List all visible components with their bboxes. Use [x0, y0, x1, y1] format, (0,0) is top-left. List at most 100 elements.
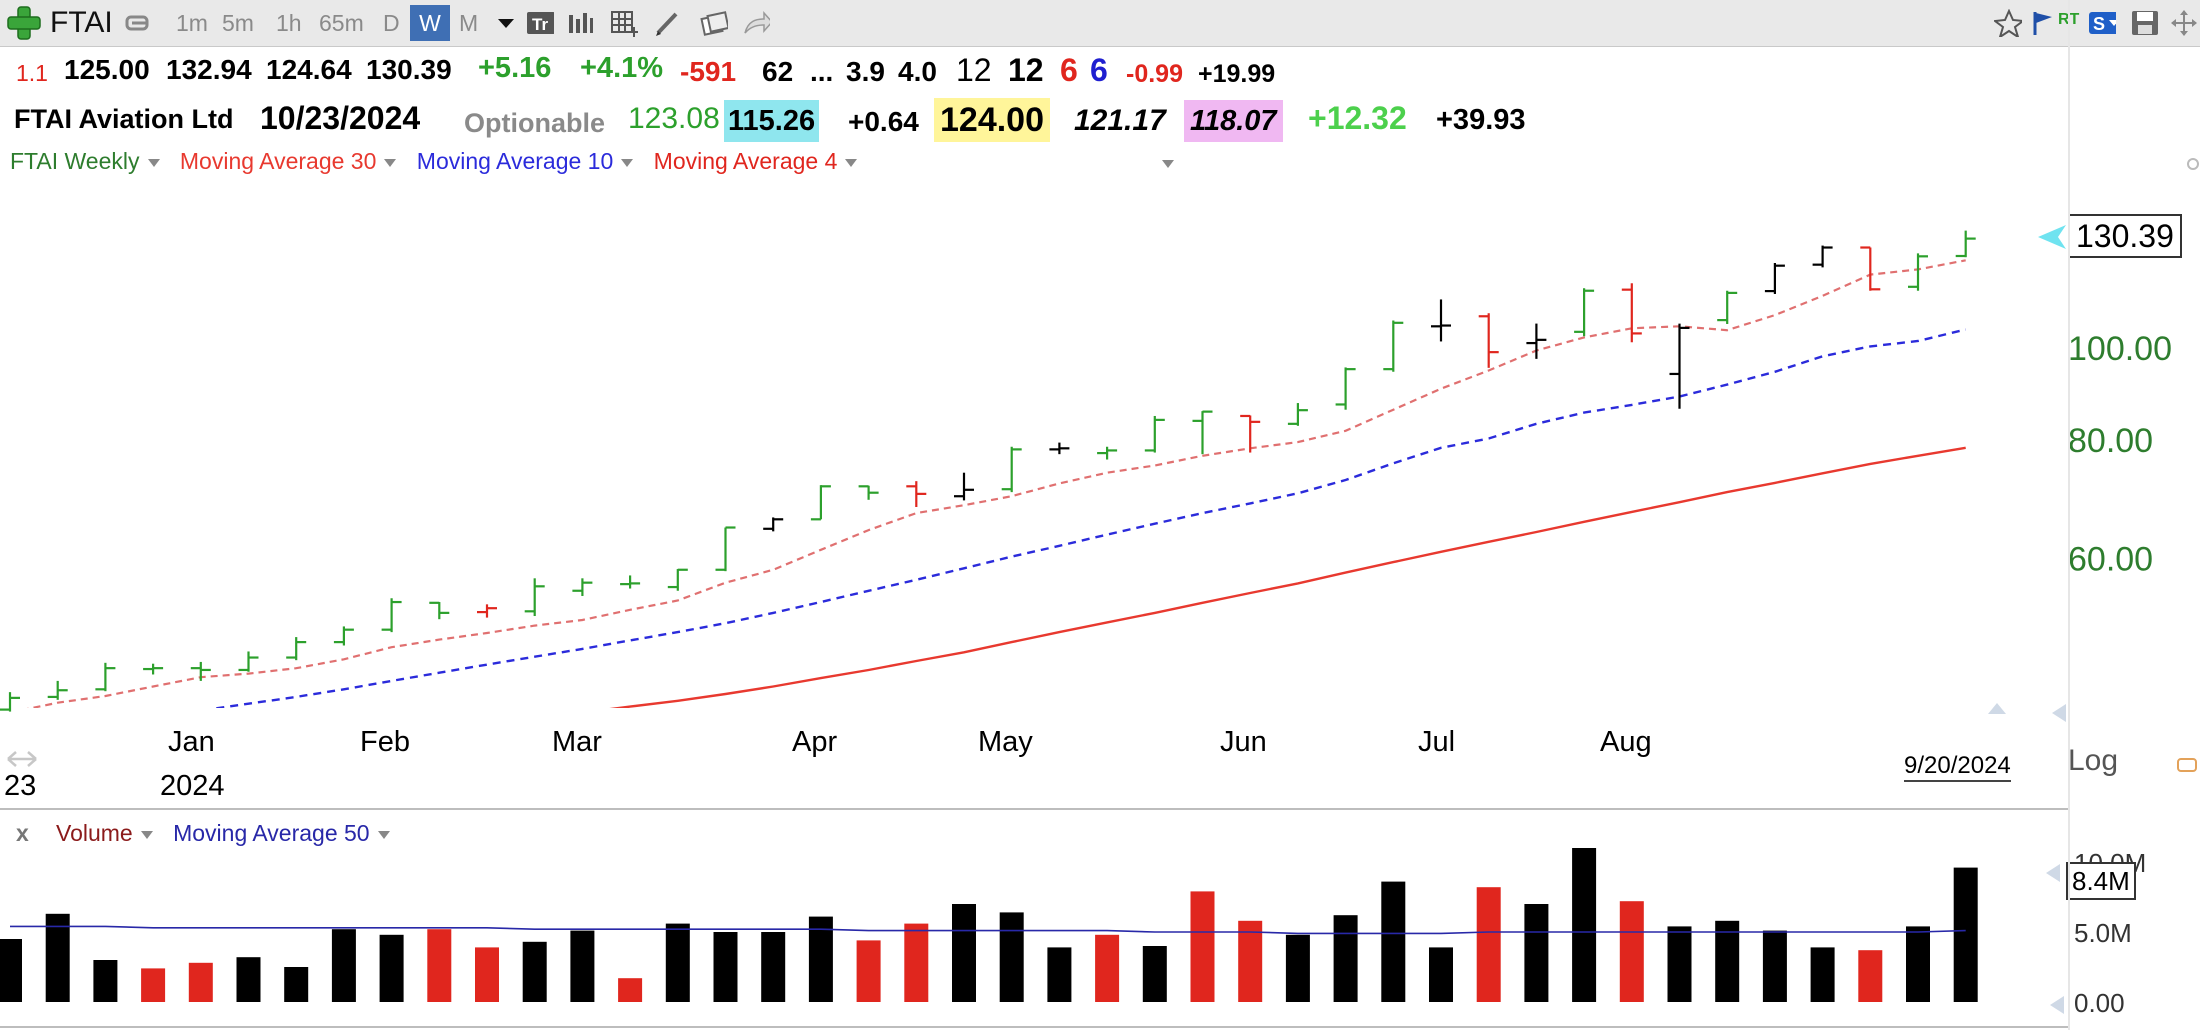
price-bar — [1526, 323, 1547, 359]
volume-bar — [618, 978, 643, 1002]
ma10-line — [210, 328, 1966, 708]
price-bar — [333, 626, 354, 646]
last-volume-badge: 8.4M — [2066, 862, 2136, 900]
quote-value-7: 12 — [1008, 52, 1044, 88]
legend-weekly[interactable]: FTAI Weekly — [10, 148, 160, 175]
volume-legend: Volume Moving Average 50 — [56, 820, 404, 847]
quote-value-4: 3.9 — [846, 56, 885, 87]
quote-value-1: -591 — [680, 56, 737, 87]
volume-bar — [236, 957, 261, 1002]
add-symbol-icon[interactable] — [6, 5, 44, 43]
save-icon[interactable] — [2130, 9, 2158, 37]
volume-bar — [570, 930, 595, 1002]
close-value: 130.39 — [366, 54, 452, 85]
ma30-path — [609, 446, 1966, 708]
chevron-down-icon[interactable] — [147, 158, 160, 167]
volume-bar — [1667, 926, 1692, 1002]
price-bar — [524, 578, 545, 617]
chevron-down-icon[interactable] — [377, 830, 390, 839]
legend-ma10-label: Moving Average 10 — [416, 148, 614, 174]
year-label: 2024 — [160, 770, 225, 802]
volume-bar — [188, 962, 213, 1002]
pages-icon[interactable] — [700, 9, 728, 37]
volume-bar — [1906, 926, 1930, 1002]
scroll-arrows-icon[interactable] — [6, 748, 38, 770]
close-pane-button[interactable]: x — [16, 820, 29, 846]
price-bar — [477, 604, 497, 618]
volume-bar — [1381, 881, 1406, 1002]
scroll-left-icon[interactable] — [2048, 702, 2070, 724]
price-bar — [906, 481, 927, 508]
legend-volume[interactable]: Volume — [56, 820, 153, 847]
month-label-mar: Mar — [552, 726, 602, 758]
price-bar — [667, 568, 688, 591]
interval-5m-button[interactable]: 5m — [222, 10, 254, 36]
volume-bar — [1762, 930, 1787, 1002]
interval-m-button[interactable]: M — [459, 10, 479, 36]
quote2-value-b: 115.26 — [724, 100, 820, 142]
chevron-down-icon[interactable] — [845, 158, 858, 167]
volume-bar — [45, 913, 70, 1002]
price-bar — [1144, 415, 1165, 453]
volume-bar — [808, 916, 833, 1002]
ma4-line — [26, 259, 1966, 708]
price-bars — [0, 230, 1976, 712]
volume-bar — [1429, 947, 1453, 1002]
chevron-down-icon[interactable] — [1162, 160, 1174, 168]
price-bar — [47, 680, 68, 700]
interval-d-button[interactable]: D — [383, 10, 400, 36]
month-label-feb: Feb — [360, 726, 410, 758]
svg-text:S: S — [2093, 14, 2105, 34]
volume-scroll-icon[interactable] — [2046, 994, 2068, 1016]
price-bar — [1955, 230, 1976, 258]
link-icon[interactable] — [124, 9, 152, 37]
legend-ma30[interactable]: Moving Average 30 — [180, 148, 397, 175]
price-bar — [286, 637, 307, 661]
legend-ma10[interactable]: Moving Average 10 — [417, 148, 634, 175]
price-tick-label: 80.00 — [2068, 422, 2153, 460]
volume-bar — [761, 932, 786, 1002]
legend-volume-ma[interactable]: Moving Average 50 — [173, 820, 390, 847]
star-icon[interactable] — [1994, 9, 2022, 37]
volume-tick-label: 0.00 — [2074, 988, 2125, 1018]
scroll-up-icon[interactable] — [1986, 700, 2008, 716]
s-menu-icon[interactable]: S — [2088, 9, 2116, 37]
legend-ma4[interactable]: Moving Average 4 — [654, 148, 858, 175]
optionable-label: Optionable — [464, 108, 605, 138]
dropdown-arrow-icon[interactable] — [492, 9, 520, 37]
chevron-down-icon[interactable] — [140, 830, 153, 839]
volume-bar — [1858, 950, 1883, 1002]
chevron-down-icon[interactable] — [384, 158, 397, 167]
month-label-apr: Apr — [792, 726, 838, 758]
price-bar — [810, 485, 831, 521]
quote2-value-f: 118.07 — [1184, 100, 1283, 142]
move-icon[interactable] — [2170, 9, 2198, 37]
price-bar — [1669, 323, 1690, 409]
price-bar — [1860, 246, 1881, 291]
interval-65m-button[interactable]: 65m — [319, 10, 364, 36]
log-scale-toggle[interactable]: Log — [2068, 744, 2119, 777]
pane-divider[interactable] — [0, 808, 2070, 810]
price-bar — [1621, 283, 1642, 343]
quote2-value-c: +0.64 — [848, 106, 919, 137]
open-value: 125.00 — [64, 54, 150, 85]
pencil-icon[interactable] — [654, 9, 682, 37]
chevron-down-icon[interactable] — [621, 158, 634, 167]
last-price-badge: 130.39 — [2068, 214, 2182, 258]
grid-add-icon[interactable] — [610, 9, 638, 37]
price-bar — [143, 663, 164, 675]
interval-1h-button[interactable]: 1h — [276, 10, 302, 36]
bracket-icon[interactable] — [2176, 756, 2198, 774]
quote-value-9: 6 — [1090, 52, 1108, 88]
share-arrow-icon[interactable] — [742, 9, 770, 37]
change-pct-value: +4.1% — [580, 52, 664, 84]
bar-chart-icon[interactable] — [566, 9, 594, 37]
edge-marker-icon — [2187, 158, 2199, 170]
interval-1m-button[interactable]: 1m — [176, 10, 208, 36]
symbol-label[interactable]: FTAI — [50, 6, 113, 39]
svg-text:Tr: Tr — [532, 15, 548, 34]
flag-icon[interactable] — [2030, 9, 2058, 37]
text-tool-icon[interactable]: Tr — [526, 9, 554, 37]
price-bar — [95, 662, 116, 692]
interval-w-button[interactable]: W — [410, 5, 450, 41]
